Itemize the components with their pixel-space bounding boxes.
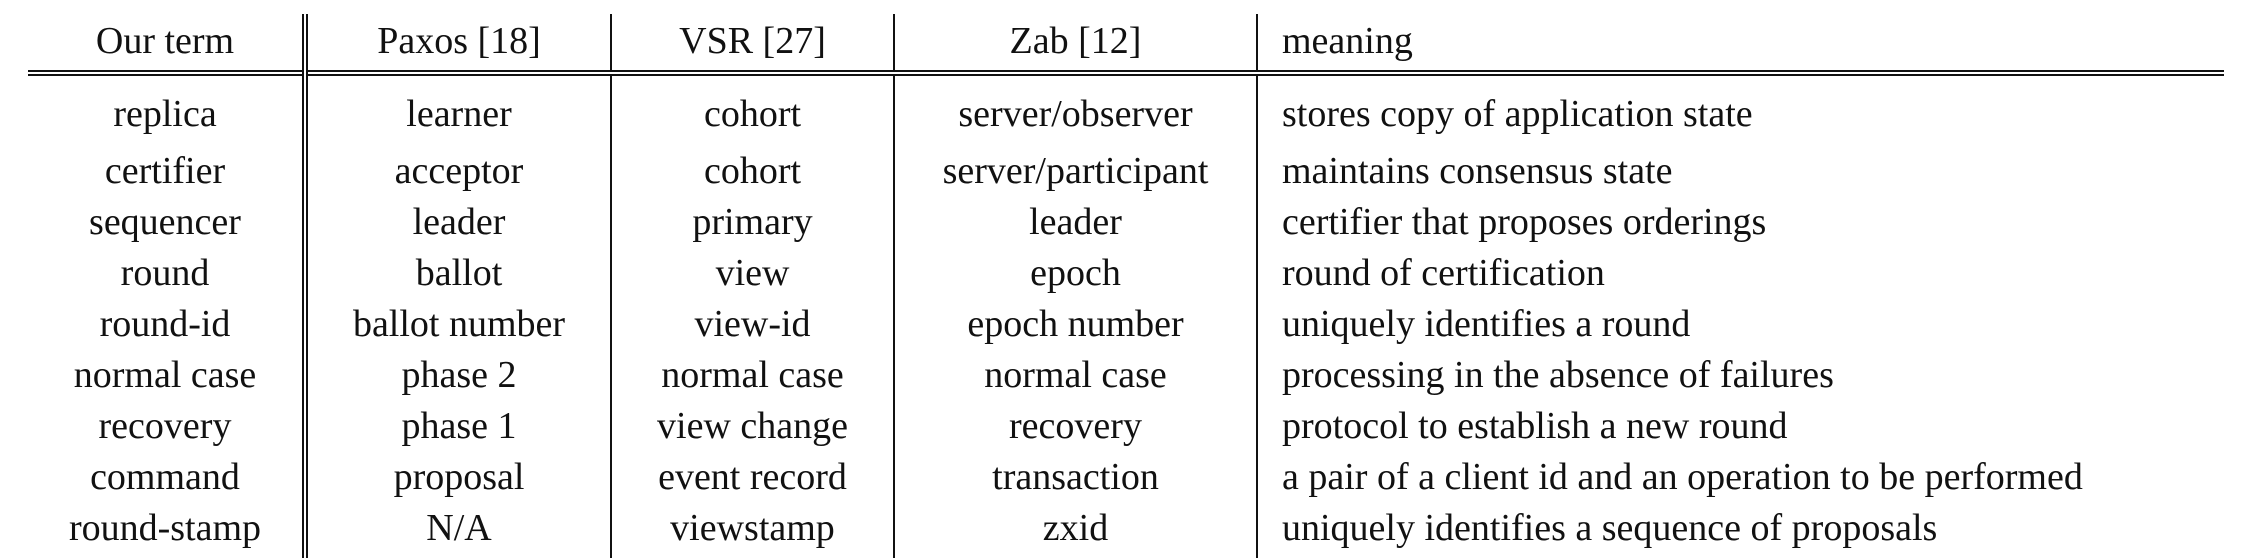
cell-zab: transaction [894, 451, 1258, 502]
cell-our-term: round [28, 247, 308, 298]
cell-paxos: phase 1 [305, 400, 612, 451]
cell-paxos: ballot [305, 247, 612, 298]
cell-zab: zxid [894, 502, 1258, 558]
terminology-table: Our term Paxos [18] VSR [27] Zab [12] me… [28, 14, 2224, 558]
table-header: Our term Paxos [18] VSR [27] Zab [12] me… [28, 14, 2224, 73]
cell-paxos: leader [305, 196, 612, 247]
cell-vsr: cohort [611, 73, 895, 145]
header-paxos: Paxos [18] [305, 14, 612, 73]
table-row: round-stamp N/A viewstamp zxid uniquely … [28, 502, 2224, 558]
cell-paxos: learner [305, 73, 612, 145]
cell-our-term: round-stamp [28, 502, 308, 558]
cell-zab: leader [894, 196, 1258, 247]
header-zab: Zab [12] [894, 14, 1258, 73]
cell-zab: normal case [894, 349, 1258, 400]
cell-vsr: view-id [611, 298, 895, 349]
cell-zab: epoch number [894, 298, 1258, 349]
header-meaning: meaning [1282, 20, 1413, 62]
cell-vsr: view change [611, 400, 895, 451]
table-row: recovery phase 1 view change recovery pr… [28, 400, 2224, 451]
cell-zab: recovery [894, 400, 1258, 451]
cell-our-term: replica [28, 73, 308, 145]
cell-vsr: event record [611, 451, 895, 502]
cell-zab: server/participant [894, 145, 1258, 196]
table-row: normal case phase 2 normal case normal c… [28, 349, 2224, 400]
cell-meaning: processing in the absence of failures [1282, 353, 1834, 396]
cell-our-term: normal case [28, 349, 308, 400]
cell-paxos: phase 2 [305, 349, 612, 400]
cell-meaning: stores copy of application state [1282, 92, 1753, 135]
cell-our-term: recovery [28, 400, 308, 451]
cell-meaning: uniquely identifies a sequence of propos… [1282, 507, 1938, 549]
cell-meaning: round of certification [1282, 251, 1605, 294]
cell-meaning: uniquely identifies a round [1282, 302, 1691, 345]
cell-our-term: round-id [28, 298, 308, 349]
table-row: certifier acceptor cohort server/partici… [28, 145, 2224, 196]
table-row: sequencer leader primary leader certifie… [28, 196, 2224, 247]
table-body: replica learner cohort server/observer s… [28, 73, 2224, 558]
header-vsr: VSR [27] [611, 14, 895, 73]
cell-vsr: primary [611, 196, 895, 247]
cell-vsr: view [611, 247, 895, 298]
table-row: command proposal event record transactio… [28, 451, 2224, 502]
cell-meaning: maintains consensus state [1282, 149, 1673, 192]
table-row: round-id ballot number view-id epoch num… [28, 298, 2224, 349]
cell-our-term: sequencer [28, 196, 308, 247]
cell-paxos: N/A [305, 502, 612, 558]
cell-paxos: acceptor [305, 145, 612, 196]
cell-our-term: certifier [28, 145, 308, 196]
terminology-table-container: Our term Paxos [18] VSR [27] Zab [12] me… [28, 14, 2224, 558]
cell-paxos: ballot number [305, 298, 612, 349]
table-row: replica learner cohort server/observer s… [28, 73, 2224, 145]
table-row: round ballot view epoch round of certifi… [28, 247, 2224, 298]
cell-our-term: command [28, 451, 308, 502]
header-our-term: Our term [28, 14, 308, 73]
header-row: Our term Paxos [18] VSR [27] Zab [12] me… [28, 14, 2224, 73]
cell-vsr: viewstamp [611, 502, 895, 558]
cell-meaning: certifier that proposes orderings [1282, 200, 1767, 243]
cell-zab: server/observer [894, 73, 1258, 145]
cell-meaning: protocol to establish a new round [1282, 404, 1788, 447]
cell-vsr: normal case [611, 349, 895, 400]
cell-meaning: a pair of a client id and an operation t… [1282, 455, 2083, 498]
cell-vsr: cohort [611, 145, 895, 196]
cell-paxos: proposal [305, 451, 612, 502]
cell-zab: epoch [894, 247, 1258, 298]
